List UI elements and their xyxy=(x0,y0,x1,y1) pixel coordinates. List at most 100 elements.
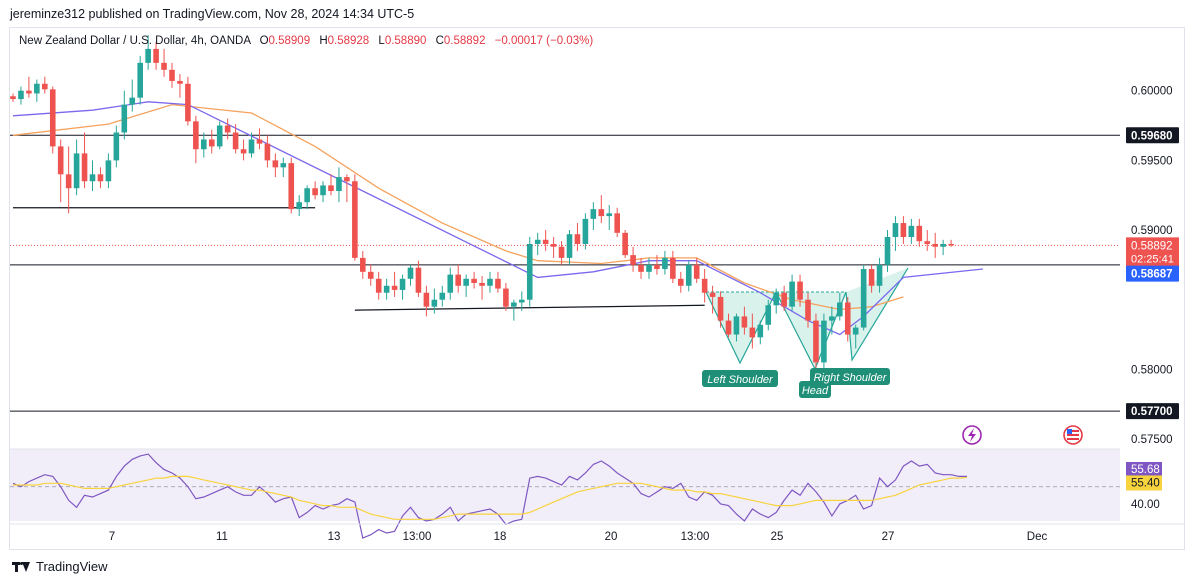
candle-body xyxy=(940,243,946,247)
candle-body xyxy=(57,146,64,175)
candle-body xyxy=(598,209,605,217)
published-info: jereminze312 published on TradingView.co… xyxy=(10,7,415,21)
candle-body xyxy=(892,223,899,237)
current-price-badge: 0.58892 xyxy=(1131,240,1173,252)
time-axis-tick: 18 xyxy=(494,531,507,543)
candle-body xyxy=(113,132,120,161)
pattern-label-bg xyxy=(702,370,778,387)
rsi-background xyxy=(10,449,1120,521)
candle-body xyxy=(606,213,613,217)
candle-body xyxy=(423,292,430,307)
candle-body xyxy=(320,185,326,196)
candle-body xyxy=(542,239,549,244)
candle-body xyxy=(34,83,40,94)
candle-body xyxy=(868,269,875,286)
lightning-icon-bolt xyxy=(968,428,976,442)
trendline xyxy=(354,304,705,311)
candle-body xyxy=(280,163,287,168)
candle-body xyxy=(765,305,772,325)
candle-body xyxy=(367,271,374,279)
brand-name: TradingView xyxy=(36,559,108,574)
candle-body xyxy=(582,218,589,244)
candle-body xyxy=(781,292,787,307)
candle-body xyxy=(296,202,302,210)
candle-body xyxy=(821,320,827,363)
candle-body xyxy=(662,257,668,270)
flag-icon-stripe xyxy=(1067,438,1079,440)
candle-body xyxy=(360,257,366,272)
candle-body xyxy=(97,174,104,182)
candle-body xyxy=(169,69,175,81)
candle-body xyxy=(797,281,803,300)
left-shoulder-area xyxy=(706,292,776,363)
change-value: −0.00017 (−0.03%) xyxy=(494,35,594,47)
candle-body xyxy=(614,213,620,233)
candle-body xyxy=(646,264,652,272)
candle-body xyxy=(415,267,422,293)
candle-body xyxy=(73,153,80,189)
candle-body xyxy=(519,299,525,303)
footer-brand: TradingView xyxy=(12,559,108,574)
candle-body xyxy=(383,285,390,293)
candle-body xyxy=(89,174,96,182)
current-price-badge-bg xyxy=(1126,237,1179,267)
candle-body xyxy=(49,89,56,147)
pattern-label-bg xyxy=(810,368,890,385)
candle-body xyxy=(789,281,795,307)
candles-group xyxy=(10,34,954,370)
candle-body xyxy=(860,269,867,328)
time-axis-tick: 7 xyxy=(109,531,115,543)
candle-body xyxy=(264,143,271,161)
candle-body xyxy=(837,302,843,317)
time-axis-tick: 20 xyxy=(605,531,618,543)
candle-body xyxy=(741,316,748,328)
candle-body xyxy=(479,282,485,286)
price-axis-tick: 0.59500 xyxy=(1131,155,1173,167)
rsi-ma-badge-bg xyxy=(1126,475,1162,491)
candle-body xyxy=(471,278,477,283)
candle-body xyxy=(638,264,644,272)
candle-body xyxy=(240,149,247,154)
candle-body xyxy=(487,278,493,286)
candle-body xyxy=(829,316,835,321)
candle-body xyxy=(407,267,414,279)
level-badge: 0.59680 xyxy=(1131,130,1173,142)
candle-body xyxy=(725,320,732,335)
candle-body xyxy=(65,174,72,189)
candle-body xyxy=(900,223,907,237)
candle-body xyxy=(185,83,191,122)
candle-body xyxy=(399,278,406,290)
candle-body xyxy=(852,327,859,335)
low-value: 0.58890 xyxy=(384,35,427,47)
rsi-value-badge: 55.68 xyxy=(1131,464,1160,476)
candle-body xyxy=(844,302,851,335)
candle-body xyxy=(344,177,350,182)
time-axis-tick: 13 xyxy=(328,531,341,543)
candle-body xyxy=(757,324,764,338)
time-axis-tick: 25 xyxy=(771,531,784,543)
open-label: O xyxy=(259,35,269,47)
candle-body xyxy=(932,243,938,247)
candle-body xyxy=(526,243,533,300)
price-axis-tick: 0.59000 xyxy=(1131,225,1173,237)
symbol-legend: New Zealand Dollar / U.S. Dollar, 4h, OA… xyxy=(19,35,593,47)
time-axis-tick: Dec xyxy=(1027,531,1048,543)
pattern-label: Head xyxy=(802,385,829,397)
rsi-ma-line xyxy=(13,475,968,520)
level-badge-bg xyxy=(1126,403,1179,420)
symbol-name[interactable]: New Zealand Dollar / U.S. Dollar, 4h, OA… xyxy=(19,35,251,47)
time-axis-tick: 13:00 xyxy=(403,531,432,543)
candle-body xyxy=(908,225,915,237)
candle-body xyxy=(352,181,358,258)
candle-body xyxy=(916,225,923,242)
candle-body xyxy=(105,160,112,182)
candle-body xyxy=(312,188,318,196)
candle-body xyxy=(566,234,573,258)
level-badge-bg xyxy=(1126,127,1179,144)
candle-body xyxy=(678,278,684,286)
candle-body xyxy=(177,80,183,84)
candle-body xyxy=(709,292,716,297)
candle-body xyxy=(375,278,382,293)
candle-body xyxy=(121,104,128,133)
